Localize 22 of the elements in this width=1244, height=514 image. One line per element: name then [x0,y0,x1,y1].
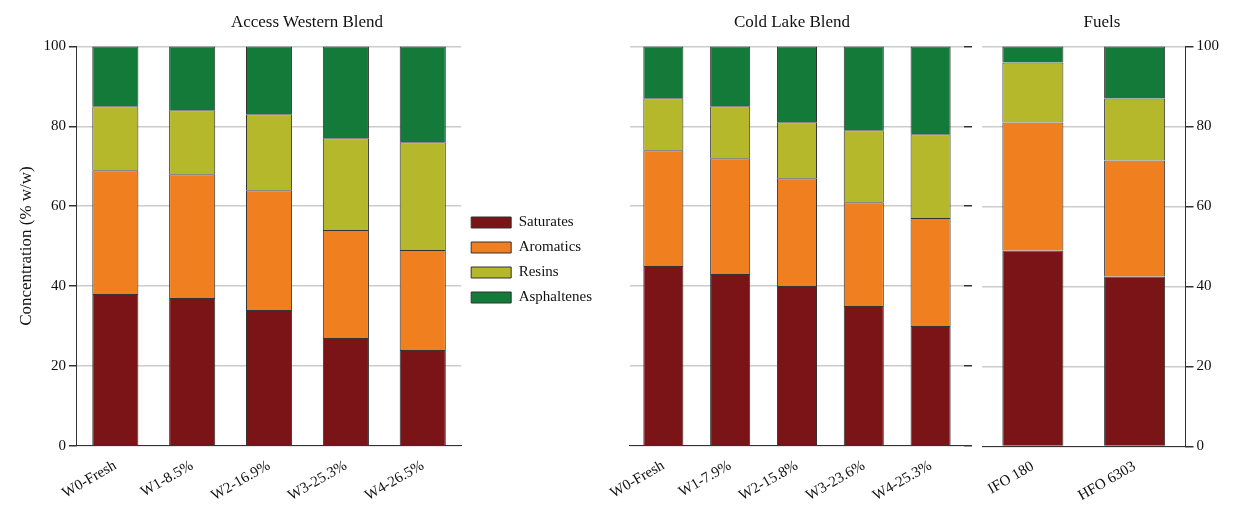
y-tick-label: 60 [1196,197,1212,214]
y-axis-title: Concentration (% w/w) [15,166,35,326]
x-tick-label: HFO 6303 [1074,457,1139,504]
y-tick-label: 40 [50,276,66,293]
y-tick-label: 40 [1196,277,1212,294]
y-tick-label: 0 [1196,437,1204,454]
legend-label: Asphaltenes [518,288,593,305]
y-tick-label: 80 [50,117,66,134]
y-tick-label: 20 [1196,357,1212,374]
legend-label: Aromatics [518,238,582,255]
chart-title: Access Western Blend [230,11,384,31]
x-tick-label: IFO 180 [984,457,1037,497]
legend-label: Saturates [518,213,574,230]
chart-title: Fuels [1083,11,1121,31]
y-tick-label: 60 [50,197,66,214]
chart-title: Cold Lake Blend [733,11,851,31]
legend-label: Resins [518,263,559,280]
y-tick-label: 80 [1196,117,1212,134]
y-tick-label: 20 [50,356,66,373]
y-tick-label: 100 [43,37,66,54]
y-tick-label: 100 [1196,37,1219,54]
y-tick-label: 0 [58,436,66,453]
